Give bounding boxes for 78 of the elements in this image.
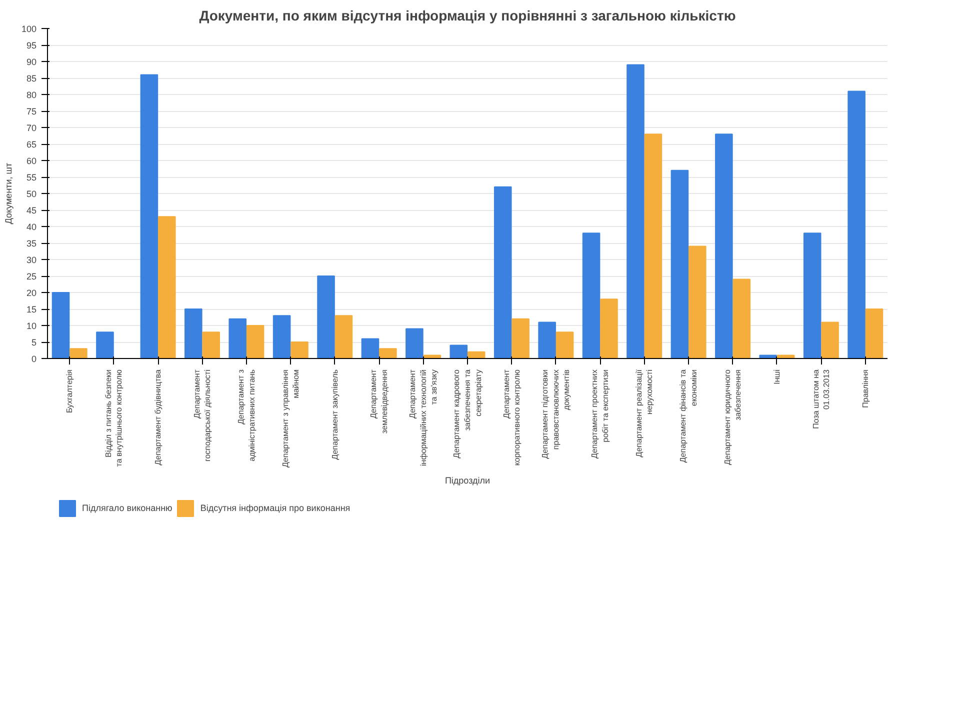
x-axis-title: Підрозділи <box>444 476 490 486</box>
bar <box>70 348 88 358</box>
x-tick-label: Департамент корпоративного контролю <box>502 369 522 466</box>
y-tick-label: 10 <box>26 321 37 331</box>
y-tick-label: 0 <box>31 354 37 364</box>
bar <box>450 344 468 358</box>
x-tick-label: Департамент кадрового забезпечення та секретаріату <box>452 368 483 458</box>
bar <box>582 232 600 358</box>
x-tick-label: Поза штатом на 01.03.2013 <box>811 368 832 429</box>
bar <box>96 332 114 358</box>
bar <box>688 246 706 358</box>
x-tick-label: Департамент з адміністративних питань <box>236 369 256 462</box>
x-tick-label: Департамент з управління майном <box>280 369 301 468</box>
y-tick-label: 30 <box>26 255 37 265</box>
bar <box>290 342 308 358</box>
y-tick-label: 35 <box>26 238 37 248</box>
bar <box>406 328 424 358</box>
bar <box>379 348 397 358</box>
x-tick-label: Департамент будівництва <box>154 368 163 466</box>
bar <box>317 276 335 358</box>
x-tick-label: Бухгалтерія <box>65 370 74 414</box>
x-tick-label: Департамент закупівель <box>330 369 340 460</box>
bar <box>52 292 70 358</box>
bar <box>423 354 442 358</box>
y-tick-label: 65 <box>26 140 37 150</box>
bar <box>600 298 618 358</box>
bar <box>361 338 380 358</box>
bar <box>670 170 689 358</box>
y-tick-label: 55 <box>26 172 37 182</box>
x-tick-label: Правління <box>860 370 870 408</box>
legend-label: Підлягало виконанню <box>82 503 172 513</box>
y-tick-label: 80 <box>26 90 37 100</box>
x-tick-label: Інші <box>772 369 782 384</box>
y-tick-label: 20 <box>26 288 37 298</box>
x-tick-label: Відділ з питань безпеки та внутрішнього контролю <box>104 369 124 467</box>
y-tick-label: 95 <box>26 40 37 50</box>
y-tick-label: 50 <box>26 189 37 199</box>
bar <box>715 134 733 358</box>
bar <box>202 332 220 358</box>
bar <box>246 325 264 358</box>
bar <box>776 354 795 358</box>
bar <box>272 315 291 358</box>
bar <box>158 216 176 358</box>
y-tick-label: 40 <box>26 222 37 232</box>
y-tick-label: 15 <box>26 304 37 314</box>
y-tick-label: 100 <box>21 24 37 34</box>
x-tick-label: Департамент господарської діяльності <box>192 369 212 462</box>
bar <box>467 351 486 358</box>
y-axis-title: Документи, шт <box>3 162 14 224</box>
y-tick-label: 45 <box>26 206 37 216</box>
y-tick-label: 90 <box>26 57 37 67</box>
bar <box>626 64 644 358</box>
bar <box>803 232 822 358</box>
bar <box>228 318 247 358</box>
y-tick-label: 75 <box>26 106 37 116</box>
y-tick-label: 70 <box>26 123 37 133</box>
bar <box>556 332 574 358</box>
bar <box>644 134 662 358</box>
x-tick-label: Департамент підготовки правовстановлюючих документів <box>540 369 572 459</box>
bar <box>184 308 202 358</box>
bar <box>759 354 778 358</box>
bar <box>865 308 884 358</box>
bar <box>512 318 530 358</box>
bar <box>848 90 866 358</box>
bar <box>140 74 158 358</box>
bar <box>821 322 839 358</box>
chart-title: Документи, по яким відсутня інформація у порівнянні з загальною кількістю <box>199 8 736 24</box>
x-tick-label: Департамент інформаційних технологій та зв'язку <box>408 369 439 466</box>
bar <box>334 315 353 358</box>
bar <box>494 186 512 358</box>
y-tick-label: 85 <box>26 74 37 84</box>
y-tick-label: 60 <box>26 156 37 166</box>
bar <box>538 322 556 358</box>
y-tick-label: 5 <box>31 338 37 348</box>
y-tick-label: 25 <box>26 272 37 282</box>
legend-label: Відсутня інформація про виконання <box>200 503 350 513</box>
x-tick-label: Департамент землевідведення <box>369 369 389 434</box>
bar <box>732 278 751 358</box>
